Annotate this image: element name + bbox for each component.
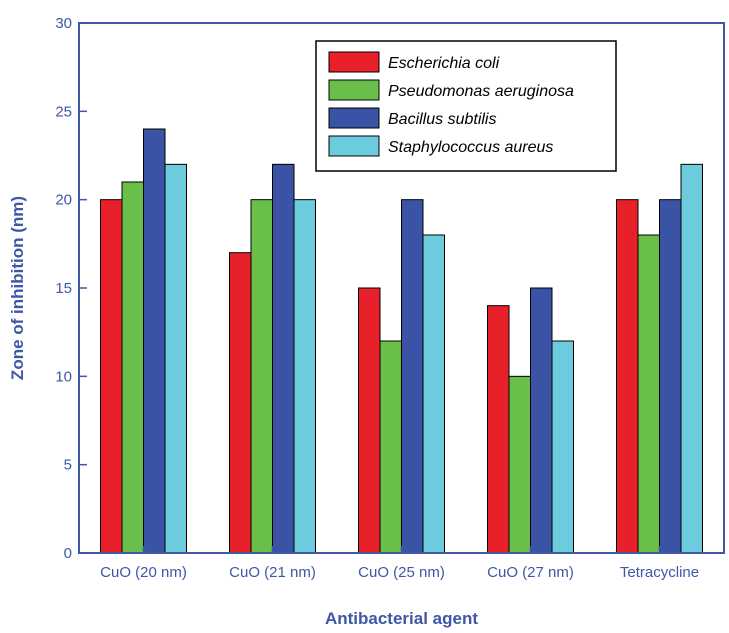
bar-staphylococcus-aureus — [293, 199, 316, 554]
bar-pseudomonas-aeruginosa — [379, 340, 402, 554]
bar-bacillus-subtilis — [530, 287, 553, 554]
bar-escherichia-coli — [229, 252, 252, 554]
x-tick-label: CuO (21 nm) — [229, 564, 316, 581]
x-tick-label: CuO (25 nm) — [358, 564, 445, 581]
y-tick-label: 5 — [64, 457, 72, 474]
bar-staphylococcus-aureus — [551, 340, 574, 554]
bar-escherichia-coli — [100, 199, 123, 554]
bar-pseudomonas-aeruginosa — [121, 181, 144, 554]
bar-staphylococcus-aureus — [680, 163, 703, 554]
bar-pseudomonas-aeruginosa — [508, 375, 531, 554]
bar-bacillus-subtilis — [272, 163, 295, 554]
legend-label: Staphylococcus aureus — [388, 139, 553, 156]
bar-staphylococcus-aureus — [164, 163, 187, 554]
legend: Escherichia coli Pseudomonas aeruginosa Ba… — [315, 40, 617, 172]
bar-pseudomonas-aeruginosa — [637, 234, 660, 554]
x-tick-label: Tetracycline — [620, 564, 699, 581]
x-tick-label: CuO (27 nm) — [487, 564, 574, 581]
legend-swatch — [328, 135, 380, 157]
legend-swatch — [328, 79, 380, 101]
y-tick-label: 30 — [55, 15, 72, 32]
bar-escherichia-coli — [616, 199, 639, 554]
y-axis: 0 5 10 15 20 25 30 — [55, 15, 87, 562]
bar-escherichia-coli — [358, 287, 381, 554]
y-tick-label: 10 — [55, 368, 72, 385]
x-tick-label: CuO (20 nm) — [100, 564, 187, 581]
x-axis-title: Antibacterial agent — [325, 609, 478, 628]
y-tick-label: 25 — [55, 103, 72, 120]
bars-group — [100, 128, 703, 554]
x-axis: CuO (20 nm) CuO (21 nm) CuO (25 nm) CuO (27… — [100, 546, 699, 581]
legend-swatch — [328, 51, 380, 73]
bar-bacillus-subtilis — [659, 199, 682, 554]
bar-pseudomonas-aeruginosa — [250, 199, 273, 554]
y-tick-label: 20 — [55, 192, 72, 209]
bar-staphylococcus-aureus — [422, 234, 445, 554]
legend-label: Bacillus subtilis — [388, 111, 496, 128]
legend-label: Escherichia coli — [388, 55, 500, 72]
y-tick-label: 15 — [55, 280, 72, 297]
legend-label: Pseudomonas aeruginosa — [388, 83, 574, 100]
legend-swatch — [328, 107, 380, 129]
y-axis-title: Zone of inhibition (nm) — [8, 196, 27, 380]
bar-bacillus-subtilis — [401, 199, 424, 554]
y-tick-label: 0 — [64, 545, 72, 562]
bar-bacillus-subtilis — [143, 128, 166, 554]
bar-escherichia-coli — [487, 305, 510, 554]
